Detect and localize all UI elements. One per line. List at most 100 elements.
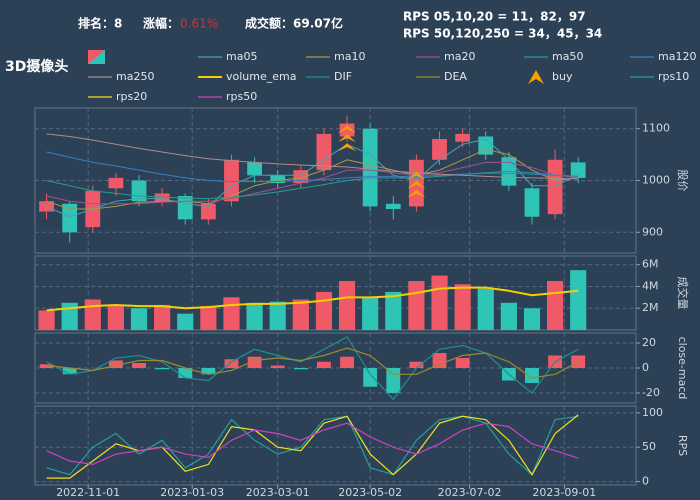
ma-line	[46, 133, 579, 180]
y-tick-label: 50	[642, 440, 656, 453]
legend-label: rps20	[116, 90, 147, 103]
macd-bar	[363, 368, 378, 387]
volume-bar	[200, 306, 217, 330]
panel-frame	[34, 255, 637, 331]
volume-bar	[454, 284, 471, 330]
macd-bar	[409, 361, 424, 368]
candle-body	[385, 203, 401, 209]
volume-bar	[292, 299, 309, 330]
volume-bar	[338, 281, 356, 330]
candle-body	[316, 133, 332, 171]
y-tick-label: 2M	[642, 301, 659, 314]
y-axis-label: RPS	[676, 435, 689, 456]
candle-body	[570, 162, 586, 178]
macd-bar	[386, 368, 401, 393]
legend-label: rps10	[658, 70, 689, 83]
ema-line	[46, 286, 579, 312]
volume-bar	[523, 308, 541, 330]
y-tick-label: 6M	[642, 258, 659, 271]
ma-line	[46, 151, 579, 182]
x-tick-label: 2023-03-01	[246, 486, 310, 499]
volume-bar	[38, 310, 55, 330]
rps-short: RPS 05,10,20 = 11，82，97	[403, 10, 586, 24]
macd-bar	[39, 364, 54, 368]
macd-bar	[224, 359, 239, 368]
macd-bar	[201, 368, 216, 375]
candle-body	[39, 201, 54, 212]
y-tick-label: 0	[642, 475, 649, 488]
y-tick-label: 1100	[642, 122, 670, 135]
volume-bar	[547, 281, 564, 330]
change-label: 涨幅：	[143, 16, 179, 31]
macd-bar	[62, 368, 77, 375]
y-tick-label: -20	[642, 386, 660, 399]
legend-label: buy	[552, 70, 573, 83]
candle-body	[524, 188, 540, 217]
macd-bar	[525, 368, 539, 383]
legend-label: ma120	[658, 50, 696, 63]
legend-label: ma50	[552, 50, 583, 63]
volume-bar	[154, 304, 171, 330]
series-line	[46, 414, 579, 479]
candle-body	[270, 175, 286, 184]
series-line	[46, 422, 579, 466]
macd-bar	[247, 356, 262, 368]
x-tick-label: 2023-01-03	[160, 486, 224, 499]
candle-body	[339, 123, 355, 137]
legend-label: rps50	[226, 90, 257, 103]
y-tick-label: 900	[642, 225, 663, 238]
volume-bar	[431, 275, 448, 330]
y-axis-label: 股价	[676, 170, 689, 192]
y-tick-label: 20	[642, 336, 656, 349]
macd-bar	[455, 358, 470, 368]
chart-title: 3D摄像头	[5, 58, 68, 75]
ma-line	[46, 148, 579, 210]
legend-label: ma10	[334, 50, 365, 63]
volume-bar	[223, 297, 240, 330]
candle-body	[62, 203, 78, 233]
candle-body	[362, 128, 378, 207]
macd-bar	[178, 368, 193, 378]
y-axis-label: 成交量	[676, 277, 690, 310]
x-tick-label: 2023-09-01	[532, 486, 596, 499]
volume-bar	[315, 291, 333, 330]
change: 0.61%	[180, 17, 218, 31]
macd-bar	[317, 361, 331, 368]
legend-label: DEA	[444, 70, 467, 83]
macd-bar	[270, 365, 285, 368]
macd-bar	[340, 356, 354, 368]
volume-bar	[477, 288, 494, 330]
candle-body	[224, 159, 239, 202]
legend-label: ma20	[444, 50, 475, 63]
y-tick-label: 0	[642, 361, 649, 374]
series-line	[46, 336, 579, 401]
macd-bar	[432, 353, 447, 368]
legend-icon	[88, 50, 105, 64]
series-line	[46, 347, 579, 379]
legend-label: volume_ema	[226, 70, 296, 83]
candle-body	[247, 162, 262, 176]
y-tick-label: 4M	[642, 279, 659, 292]
macd-bar	[108, 360, 123, 368]
legend-label: ma250	[116, 70, 154, 83]
rps-long: RPS 50,120,250 = 34，45，34	[403, 27, 602, 41]
x-tick-label: 2022-11-01	[56, 486, 120, 499]
x-tick-label: 2023-07-02	[438, 486, 502, 499]
rank: 排名：8	[78, 16, 122, 31]
y-tick-label: 1000	[642, 174, 670, 187]
macd-bar	[155, 368, 170, 370]
buy-marker	[338, 125, 357, 152]
volume-bar	[570, 270, 587, 330]
legend-swatch	[528, 70, 544, 84]
volume-bar	[61, 302, 78, 330]
volume-bar	[362, 297, 379, 330]
volume-bar	[408, 281, 425, 330]
candle-body	[432, 139, 447, 160]
volume-bar	[107, 306, 124, 330]
legend-label: DIF	[334, 70, 352, 83]
volume-bar	[500, 302, 517, 330]
volume-bar	[385, 291, 402, 330]
